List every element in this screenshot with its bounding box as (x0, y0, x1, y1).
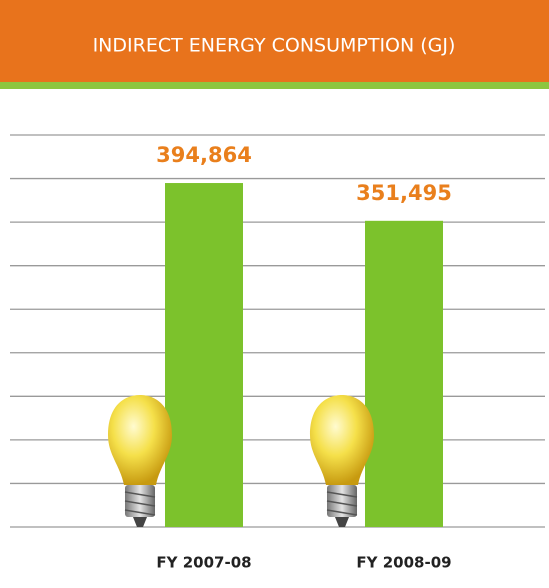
bulb-icon (310, 395, 374, 527)
bar (365, 221, 443, 527)
bulb-icon (108, 395, 172, 527)
x-tick-label: FY 2007-08 (156, 554, 251, 572)
header-stripe (0, 82, 549, 89)
plot-area: 394,864 FY 2007-08 351,495 FY 2008-09 (10, 135, 545, 572)
chart-title: INDIRECT ENERGY CONSUMPTION (GJ) (93, 35, 456, 57)
chart: INDIRECT ENERGY CONSUMPTION (GJ) 394,864… (0, 0, 549, 588)
value-label: 394,864 (156, 143, 252, 167)
bar (165, 183, 243, 527)
value-label: 351,495 (356, 181, 452, 205)
x-tick-label: FY 2008-09 (356, 554, 451, 572)
